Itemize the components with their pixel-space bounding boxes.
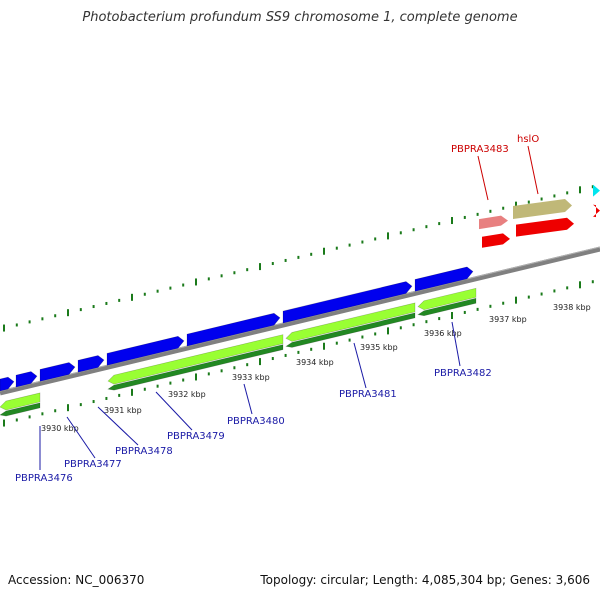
gene-block-hslo — [513, 198, 572, 220]
scale-labels: 3930 kbp 3931 kbp 3932 kbp 3933 kbp 3934… — [41, 303, 591, 433]
genome-backbone — [0, 246, 600, 396]
gene-arrow-red — [482, 233, 510, 248]
genome-summary-label: Topology: circular; Length: 4,085,304 bp… — [260, 573, 590, 587]
scale-label: 3930 kbp — [41, 424, 79, 433]
reverse-gene-arrow — [417, 287, 477, 311]
blue-gene-labels: PBPRA3476 PBPRA3477 PBPRA3478 PBPRA3479 … — [15, 368, 492, 484]
scale-label: 3934 kbp — [296, 358, 334, 367]
gene-label-pbpra3483[interactable]: PBPRA3483 — [451, 144, 509, 155]
reverse-gene-arrow — [0, 392, 41, 411]
genome-backbone-highlight — [0, 246, 600, 392]
gene-block-red-edge — [593, 204, 600, 218]
scale-label: 3935 kbp — [360, 343, 398, 352]
gene-label-pbpra3478[interactable]: PBPRA3478 — [115, 446, 173, 457]
scale-label: 3936 kbp — [424, 329, 462, 338]
gene-label-pbpra3479[interactable]: PBPRA3479 — [167, 431, 225, 442]
leader-line — [155, 391, 193, 431]
red-label-leaders — [477, 145, 539, 201]
map-title: Photobacterium profundum SS9 chromosome … — [82, 10, 518, 25]
scale-label: 3933 kbp — [232, 373, 270, 382]
gene-arrow-red — [516, 217, 574, 237]
upper-strand-genes — [479, 184, 600, 248]
accession-label: Accession: NC_006370 — [8, 573, 145, 587]
forward-gene-arrow — [39, 362, 76, 382]
leader-line — [451, 321, 461, 367]
scale-label: 3932 kbp — [168, 390, 206, 399]
gene-label-pbpra3480[interactable]: PBPRA3480 — [227, 416, 285, 427]
gene-label-pbpra3481[interactable]: PBPRA3481 — [339, 389, 397, 400]
red-gene-labels: PBPRA3483 hslO — [451, 134, 539, 155]
forward-gene-arrow — [15, 371, 38, 388]
forward-gene-arrow — [414, 266, 474, 292]
leader-line — [477, 155, 489, 201]
reverse-gene-arrow — [285, 302, 416, 342]
leader-line — [97, 406, 139, 446]
leader-line — [243, 383, 253, 415]
reverse-gene-arrow — [107, 334, 284, 385]
forward-gene-arrow — [77, 355, 105, 373]
forward-gene-arrow — [186, 312, 281, 347]
leader-line — [353, 342, 367, 389]
leader-line — [66, 416, 96, 459]
gene-label-pbpra3477[interactable]: PBPRA3477 — [64, 459, 122, 470]
scale-label: 3938 kbp — [553, 303, 591, 312]
reverse-gene-shadow — [107, 344, 284, 391]
gene-label-pbpra3482[interactable]: PBPRA3482 — [434, 368, 492, 379]
gene-label-hslo[interactable]: hslO — [517, 134, 539, 145]
forward-gene-arrow — [282, 281, 413, 324]
reverse-gene-shadow — [417, 297, 477, 317]
blue-label-leaders — [39, 321, 461, 470]
inner-tick-track — [3, 280, 594, 427]
gene-block-pbpra3483 — [479, 215, 508, 230]
outer-tick-track — [3, 185, 594, 332]
gene-label-pbpra3476[interactable]: PBPRA3476 — [15, 473, 73, 484]
reverse-gene-shadow — [285, 312, 416, 348]
reverse-strand-genes — [0, 287, 477, 417]
forward-strand-genes — [0, 266, 474, 392]
gene-block-cyan — [593, 184, 600, 198]
scale-label: 3937 kbp — [489, 315, 527, 324]
leader-line — [527, 145, 539, 195]
scale-label: 3931 kbp — [104, 406, 142, 415]
reverse-gene-shadow — [0, 402, 41, 417]
forward-gene-arrow — [0, 376, 15, 392]
forward-gene-arrow — [106, 335, 185, 366]
